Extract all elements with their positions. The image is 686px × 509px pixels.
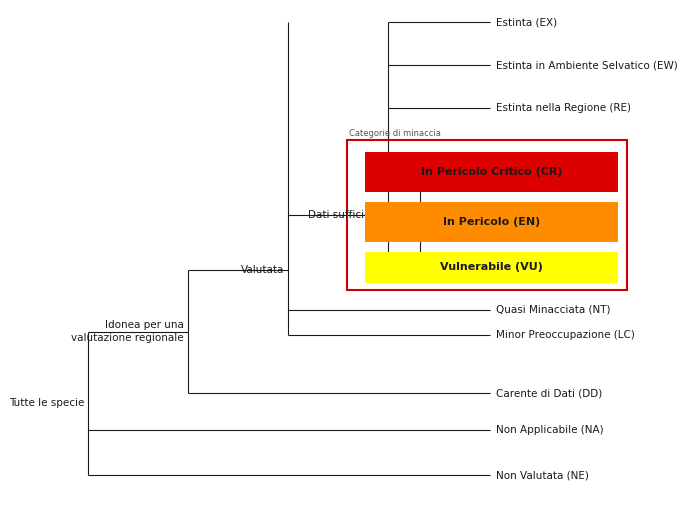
Text: Tutte le specie: Tutte le specie — [9, 398, 84, 408]
Text: Carente di Dati (DD): Carente di Dati (DD) — [496, 388, 602, 398]
Text: Estinta nella Regione (RE): Estinta nella Regione (RE) — [496, 103, 631, 113]
Text: Quasi Minacciata (NT): Quasi Minacciata (NT) — [496, 305, 611, 315]
Text: Idonea per una
valutazione regionale: Idonea per una valutazione regionale — [71, 320, 184, 343]
Text: Non Valutata (NE): Non Valutata (NE) — [496, 470, 589, 480]
Text: Non Applicabile (NA): Non Applicabile (NA) — [496, 425, 604, 435]
Text: Dati sufficienti: Dati sufficienti — [308, 210, 384, 220]
Text: Categorie di minaccia: Categorie di minaccia — [349, 129, 441, 138]
Bar — [365, 252, 618, 283]
Text: In Pericolo Critico (CR): In Pericolo Critico (CR) — [421, 167, 563, 177]
Bar — [365, 152, 618, 192]
Text: Valutata: Valutata — [241, 265, 284, 275]
Bar — [365, 202, 618, 242]
Text: In Pericolo (EN): In Pericolo (EN) — [443, 217, 540, 227]
Text: Estinta in Ambiente Selvatico (EW): Estinta in Ambiente Selvatico (EW) — [496, 60, 678, 70]
Bar — [347, 140, 627, 290]
Text: Vulnerabile (VU): Vulnerabile (VU) — [440, 263, 543, 272]
Text: Minor Preoccupazione (LC): Minor Preoccupazione (LC) — [496, 330, 635, 340]
Text: Estinta (EX): Estinta (EX) — [496, 17, 557, 27]
